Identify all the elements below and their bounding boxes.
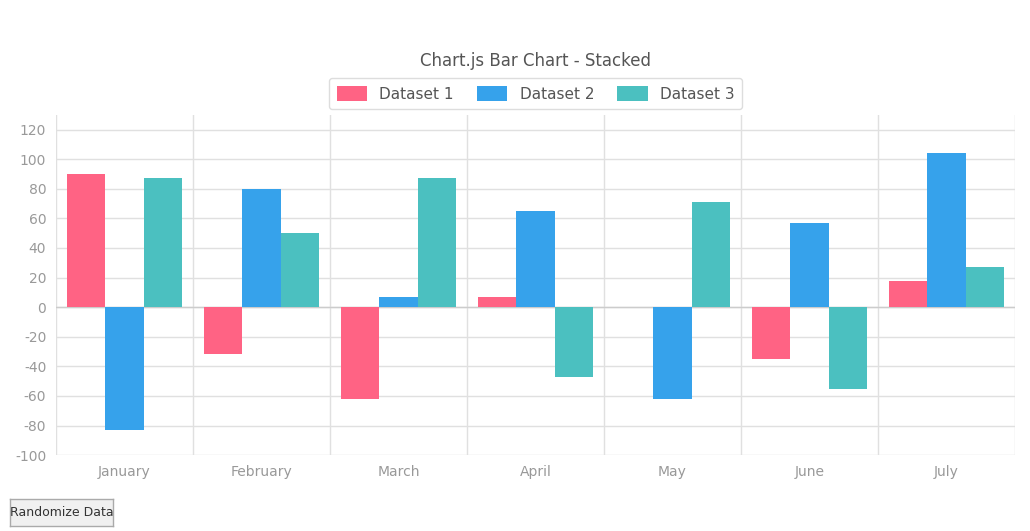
- Text: Randomize Data: Randomize Data: [10, 506, 113, 519]
- Bar: [752, 307, 790, 359]
- Bar: [516, 211, 555, 307]
- Bar: [829, 307, 867, 389]
- Bar: [341, 307, 379, 399]
- Bar: [379, 297, 417, 307]
- Bar: [242, 189, 280, 307]
- Bar: [966, 267, 1004, 307]
- Bar: [927, 153, 966, 307]
- Bar: [67, 174, 105, 307]
- Bar: [280, 233, 319, 307]
- Bar: [143, 178, 182, 307]
- Bar: [204, 307, 242, 355]
- Legend: Dataset 1, Dataset 2, Dataset 3: Dataset 1, Dataset 2, Dataset 3: [329, 78, 742, 109]
- Bar: [478, 297, 516, 307]
- Bar: [555, 307, 593, 376]
- Bar: [105, 307, 143, 430]
- Bar: [692, 202, 730, 307]
- Title: Chart.js Bar Chart - Stacked: Chart.js Bar Chart - Stacked: [420, 52, 651, 70]
- Bar: [417, 178, 456, 307]
- Bar: [790, 223, 829, 307]
- Bar: [889, 280, 927, 307]
- Bar: [653, 307, 692, 399]
